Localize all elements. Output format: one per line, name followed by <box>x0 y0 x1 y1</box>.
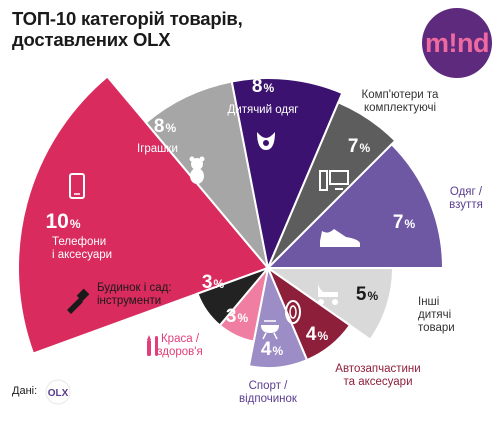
chart-title: ТОП-10 категорій товарів, доставлених OL… <box>12 8 243 50</box>
tire-icon <box>285 300 301 324</box>
slice-home <box>196 265 272 327</box>
category-label-clothes: Одяг / взуття <box>449 186 483 211</box>
mind-logo-text: m!nd <box>425 27 489 58</box>
grill-icon <box>261 320 279 340</box>
value-label-computers: 7% <box>348 136 371 157</box>
category-label-home: Будинок і сад: інструменти <box>97 282 172 307</box>
category-label-computers: Комп'ютери та комплектуючі <box>362 89 439 114</box>
slice-computers <box>267 100 397 269</box>
slice-phone <box>17 75 270 355</box>
computer-icon <box>319 170 349 191</box>
slice-clothes <box>265 142 445 269</box>
makeup-icon <box>147 335 158 356</box>
value-label-home: 3% <box>202 272 225 293</box>
value-label-phone: 10% <box>45 210 80 233</box>
category-label-sport: Спорт / відпочинок <box>239 380 298 405</box>
category-label-kidsclothes: Дитячий одяг <box>227 104 298 116</box>
phone-icon <box>69 173 85 199</box>
source-label: Дані: <box>12 385 38 397</box>
chart-title-line1: ТОП-10 категорій товарів, <box>12 8 243 29</box>
category-label-otherkids: Інші дитячі товари <box>418 296 455 334</box>
slice-kidsclothes <box>230 77 344 272</box>
olx-logo-text: OLX <box>48 388 69 399</box>
value-label-toys: 8% <box>154 116 177 137</box>
value-label-kidsclothes: 8% <box>252 76 275 97</box>
value-label-otherkids: 5% <box>356 284 379 305</box>
category-label-phone: Телефони і аксесуари <box>52 236 112 261</box>
category-label-toys: Іграшки <box>137 143 178 155</box>
olx-logo: OLX <box>45 379 71 405</box>
value-label-auto: 4% <box>306 324 329 345</box>
category-label-beauty: Краса / здоров'я <box>157 333 202 358</box>
sneaker-icon <box>320 229 360 247</box>
slice-toys <box>144 80 270 272</box>
slice-otherkids <box>264 267 395 342</box>
stroller-icon <box>318 282 338 305</box>
brush-icon <box>67 288 90 314</box>
value-label-beauty: 3% <box>226 306 249 327</box>
chart-title-line2: доставлених OLX <box>12 29 171 50</box>
bib-icon <box>257 132 275 150</box>
value-label-sport: 4% <box>261 339 284 360</box>
mind-logo: m!nd <box>422 8 492 78</box>
value-label-clothes: 7% <box>393 212 416 233</box>
teddy-bear-icon <box>189 156 205 184</box>
category-label-auto: Автозапчастини та аксесуари <box>335 363 420 388</box>
